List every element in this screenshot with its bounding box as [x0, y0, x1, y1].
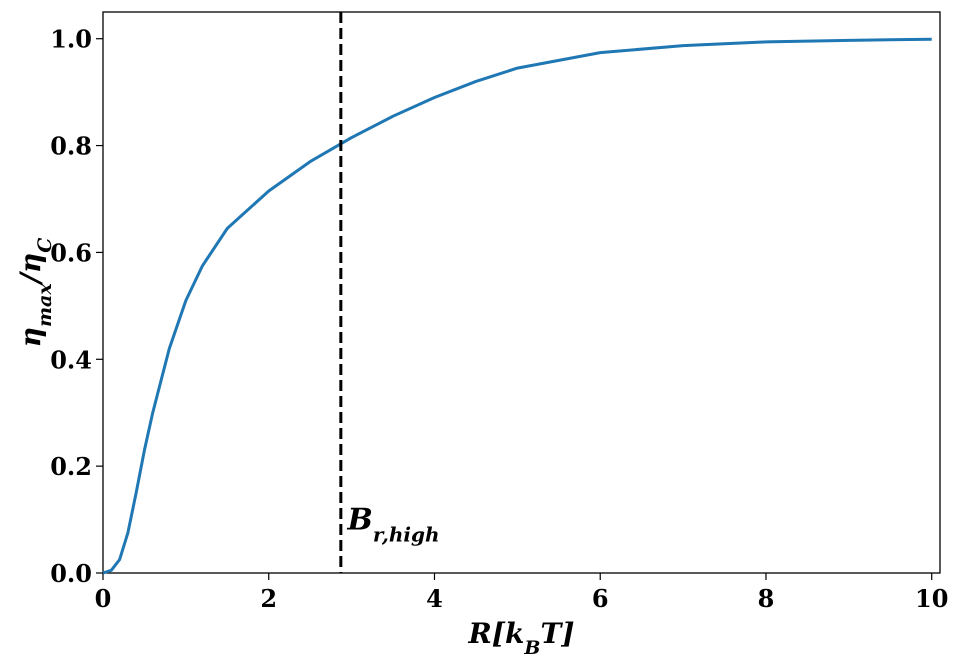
annotation-main: B [346, 503, 372, 538]
y-tick-label: 0.6 [50, 238, 92, 267]
y-axis-label-part: /η [14, 253, 47, 287]
x-axis-label-part: B [523, 637, 540, 659]
y-axis-label-part: C [34, 238, 56, 253]
curve [102, 37, 932, 575]
annotation: Br,high [346, 503, 439, 547]
x-axis-label-part: R[k [467, 617, 524, 650]
x-axis-label-part: T] [540, 617, 574, 650]
y-axis-label-part: max [34, 283, 56, 327]
x-axis-label: R[kBT] [467, 617, 574, 659]
y-tick-label: 0.8 [50, 132, 92, 161]
y-axis-label-part: η [14, 327, 47, 347]
y-tick-label: 1.0 [50, 25, 92, 54]
y-tick-label: 0.4 [50, 345, 92, 374]
x-tick-label: 2 [260, 584, 277, 613]
annotation-subscript: r,high [373, 523, 440, 547]
x-tick-label: 8 [758, 584, 775, 613]
plot-frame [102, 11, 941, 574]
x-tick-label: 10 [915, 584, 948, 613]
x-tick-label: 0 [95, 584, 112, 613]
y-tick-label: 0.0 [50, 559, 92, 588]
x-tick-label: 4 [426, 584, 443, 613]
y-tick-label: 0.2 [50, 452, 92, 481]
y-axis-label: ηmax/ηC [14, 238, 56, 348]
x-tick-label: 6 [592, 584, 609, 613]
